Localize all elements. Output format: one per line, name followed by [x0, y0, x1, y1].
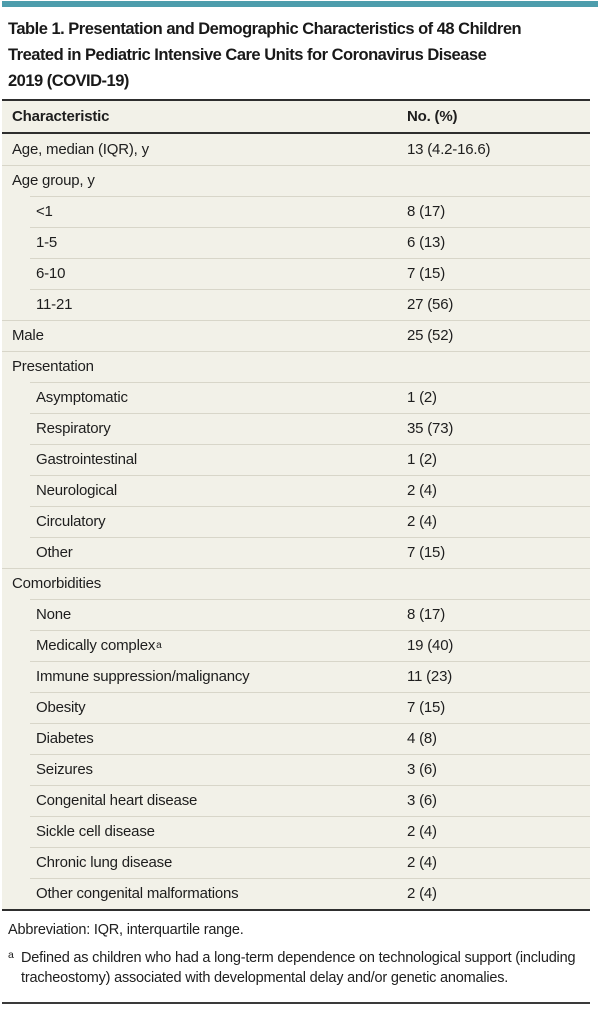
row-label: Obesity — [36, 699, 86, 716]
table-row: Sickle cell disease 2 (4) — [2, 816, 590, 847]
row-value: 1 (2) — [407, 451, 437, 468]
row-label: Asymptomatic — [36, 389, 128, 406]
table-row: Age, median (IQR), y 13 (4.2-16.6) — [2, 134, 590, 165]
table-row: None 8 (17) — [2, 599, 590, 630]
row-label: Presentation — [12, 358, 94, 375]
table-title-line: 2019 (COVID-19) — [8, 72, 129, 90]
row-value: 25 (52) — [407, 327, 454, 344]
row-label: Sickle cell disease — [36, 823, 155, 840]
table-row: Seizures 3 (6) — [2, 754, 590, 785]
row-label: Other congenital malformations — [36, 885, 239, 902]
table-row: <1 8 (17) — [2, 196, 590, 227]
table-row: 6-10 7 (15) — [2, 258, 590, 289]
row-label: 11-21 — [36, 296, 73, 313]
row-label: Comorbidities — [12, 575, 102, 592]
row-label: Diabetes — [36, 730, 94, 747]
row-value: 19 (40) — [407, 637, 454, 654]
row-value: 2 (4) — [407, 482, 437, 499]
row-value: 35 (73) — [407, 420, 454, 437]
row-label: Age, median (IQR), y — [12, 141, 149, 158]
table-row: Asymptomatic 1 (2) — [2, 382, 590, 413]
table-row: Congenital heart disease 3 (6) — [2, 785, 590, 816]
row-label: Age group, y — [12, 172, 95, 189]
table-row: Other 7 (15) — [2, 537, 590, 568]
table-row: Medically complex a 19 (40) — [2, 630, 590, 661]
table-title-line: Table 1. Presentation and Demographic Ch… — [8, 20, 522, 38]
table-header-row: Characteristic No. (%) — [2, 101, 590, 134]
table-row: Diabetes 4 (8) — [2, 723, 590, 754]
table-row: 1-5 6 (13) — [2, 227, 590, 258]
header-characteristic: Characteristic — [12, 108, 110, 125]
row-value: 27 (56) — [407, 296, 454, 313]
row-label: 1-5 — [36, 234, 58, 251]
table-title: Table 1. Presentation and Demographic Ch… — [8, 16, 592, 94]
table-body: Age, median (IQR), y 13 (4.2-16.6) Age g… — [2, 134, 590, 909]
row-label: None — [36, 606, 72, 623]
table-row: Comorbidities — [2, 568, 590, 599]
row-value: 11 (23) — [407, 668, 453, 685]
table-row: Male 25 (52) — [2, 320, 590, 351]
row-value: 2 (4) — [407, 885, 437, 902]
table-row: Other congenital malformations 2 (4) — [2, 878, 590, 909]
row-label: Medically complex a — [36, 637, 162, 654]
row-value: 13 (4.2-16.6) — [407, 141, 491, 158]
table-row: Obesity 7 (15) — [2, 692, 590, 723]
table-row: Gastrointestinal 1 (2) — [2, 444, 590, 475]
row-label: Congenital heart disease — [36, 792, 198, 809]
row-value: 3 (6) — [407, 792, 437, 809]
table-title-line: Treated in Pediatric Intensive Care Unit… — [8, 46, 487, 64]
row-value: 3 (6) — [407, 761, 437, 778]
footnote-a-marker: a — [8, 949, 14, 961]
table-row: 11-21 27 (56) — [2, 289, 590, 320]
accent-bar — [2, 1, 598, 7]
row-label: Neurological — [36, 482, 117, 499]
row-label: Male — [12, 327, 44, 344]
table-row: Presentation — [2, 351, 590, 382]
footnotes: Abbreviation: IQR, interquartile range. … — [8, 920, 590, 988]
row-value: 6 (13) — [407, 234, 445, 251]
footnote-a: a Defined as children who had a long-ter… — [8, 948, 590, 988]
row-label: Other — [36, 544, 73, 561]
row-label: Gastrointestinal — [36, 451, 138, 468]
row-label: Circulatory — [36, 513, 106, 530]
header-value: No. (%) — [407, 108, 458, 125]
table-row: Chronic lung disease 2 (4) — [2, 847, 590, 878]
table-row: Immune suppression/malignancy 11 (23) — [2, 661, 590, 692]
row-label: Chronic lung disease — [36, 854, 173, 871]
footnote-abbreviation: Abbreviation: IQR, interquartile range. — [8, 922, 244, 938]
table-row: Neurological 2 (4) — [2, 475, 590, 506]
table-row: Respiratory 35 (73) — [2, 413, 590, 444]
row-value: 2 (4) — [407, 854, 437, 871]
row-value: 4 (8) — [407, 730, 437, 747]
row-label: 6-10 — [36, 265, 66, 282]
row-value: 2 (4) — [407, 823, 437, 840]
row-value: 7 (15) — [407, 265, 445, 282]
row-label: Respiratory — [36, 420, 111, 437]
bottom-rule — [2, 1002, 590, 1004]
row-value: 8 (17) — [407, 203, 445, 220]
row-label: Seizures — [36, 761, 93, 778]
row-value: 7 (15) — [407, 699, 445, 716]
row-value: 7 (15) — [407, 544, 445, 561]
table: Characteristic No. (%) Age, median (IQR)… — [2, 99, 590, 911]
table-row: Age group, y — [2, 165, 590, 196]
row-value: 8 (17) — [407, 606, 445, 623]
row-label: <1 — [36, 203, 53, 220]
footnote-a-text: Defined as children who had a long-term … — [21, 950, 576, 986]
table-row: Circulatory 2 (4) — [2, 506, 590, 537]
row-label: Immune suppression/malignancy — [36, 668, 250, 685]
row-value: 2 (4) — [407, 513, 437, 530]
row-value: 1 (2) — [407, 389, 437, 406]
